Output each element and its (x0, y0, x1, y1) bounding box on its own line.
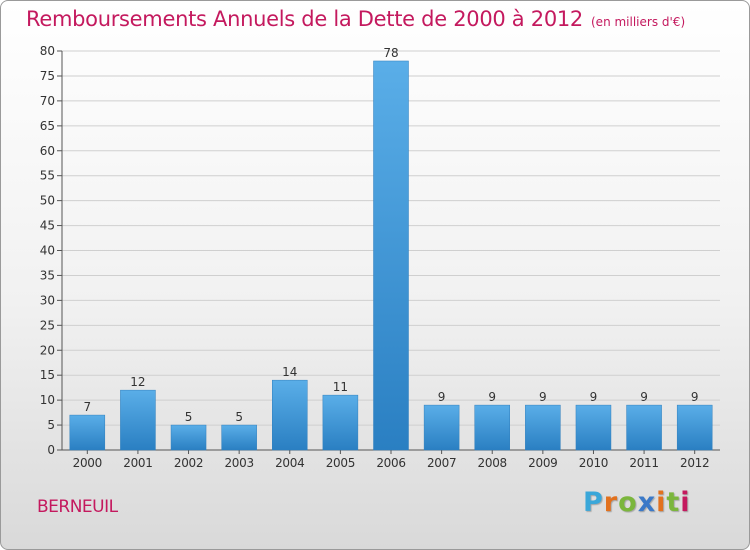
y-tick-label: 80 (40, 44, 55, 58)
y-tick-label: 55 (40, 169, 55, 183)
data-label: 11 (333, 380, 348, 394)
bar (322, 394, 359, 451)
bars (69, 60, 713, 451)
y-tick-label: 45 (40, 219, 55, 233)
bar (474, 404, 510, 451)
y-tick-label: 70 (40, 94, 55, 108)
bar (272, 379, 308, 451)
data-label: 9 (590, 390, 598, 404)
data-label: 9 (438, 390, 446, 404)
y-tick-label: 20 (40, 343, 55, 357)
bar (221, 424, 257, 451)
labels: 7 2000 12 2001 5 2002 5 2003 14 2004 11 2005 78 2006 9… (73, 46, 710, 470)
data-label: 78 (383, 46, 398, 60)
logo-letter: r (603, 487, 619, 518)
data-label: 9 (488, 390, 496, 404)
bar (120, 389, 156, 451)
logo-letter: i (680, 487, 691, 518)
x-tick-label: 2006 (376, 456, 405, 470)
commune-name: BERNEUIL (37, 497, 118, 517)
chart-title: Remboursements Annuels de la Dette de 20… (26, 7, 685, 31)
data-label: 12 (130, 375, 145, 389)
logo-letter: i (656, 487, 667, 518)
bar (626, 404, 662, 451)
data-label: 9 (691, 390, 699, 404)
y-tick-label: 35 (40, 268, 55, 282)
proxiti-logo[interactable]: Proxiti (583, 487, 691, 518)
x-tick-label: 2005 (326, 456, 355, 470)
data-label: 9 (539, 390, 547, 404)
x-tick-label: 2007 (427, 456, 456, 470)
y-tick-label: 0 (47, 443, 55, 457)
y-tick-label: 40 (40, 244, 55, 258)
y-tick-label: 10 (40, 393, 55, 407)
bar (170, 424, 207, 451)
y-tick-label: 25 (40, 318, 55, 332)
x-tick-label: 2009 (528, 456, 557, 470)
y-tick-label: 5 (47, 418, 55, 432)
x-tick-label: 2012 (680, 456, 709, 470)
data-label: 9 (640, 390, 648, 404)
bar (69, 414, 106, 451)
data-label: 5 (185, 410, 193, 424)
bar (373, 60, 409, 451)
data-label: 5 (235, 410, 243, 424)
y-tick-label: 60 (40, 144, 55, 158)
y-tick-label: 50 (40, 194, 55, 208)
x-tick-label: 2003 (224, 456, 253, 470)
x-tick-label: 2000 (73, 456, 102, 470)
data-label: 7 (83, 400, 91, 414)
x-tick-label: 2011 (629, 456, 658, 470)
x-tick-label: 2001 (123, 456, 152, 470)
bar (575, 404, 612, 451)
y-tick-label: 15 (40, 368, 55, 382)
x-tick-label: 2002 (174, 456, 203, 470)
x-tick-label: 2010 (579, 456, 608, 470)
logo-letter: t (666, 487, 681, 518)
data-label: 14 (282, 365, 297, 379)
bar (423, 404, 460, 451)
logo-letter: x (637, 487, 657, 518)
logo-letter: P (583, 487, 604, 518)
y-tick-label: 65 (40, 119, 55, 133)
bar (676, 404, 713, 451)
y-tick-label: 30 (40, 293, 55, 307)
x-tick-label: 2008 (478, 456, 507, 470)
y-tick-label: 75 (40, 69, 55, 83)
x-tick-label: 2004 (275, 456, 304, 470)
chart-subtitle: (en milliers d'€) (591, 15, 686, 29)
logo-letter: o (618, 487, 638, 518)
bar (525, 404, 561, 451)
chart-title-text: Remboursements Annuels de la Dette de 20… (26, 7, 583, 31)
